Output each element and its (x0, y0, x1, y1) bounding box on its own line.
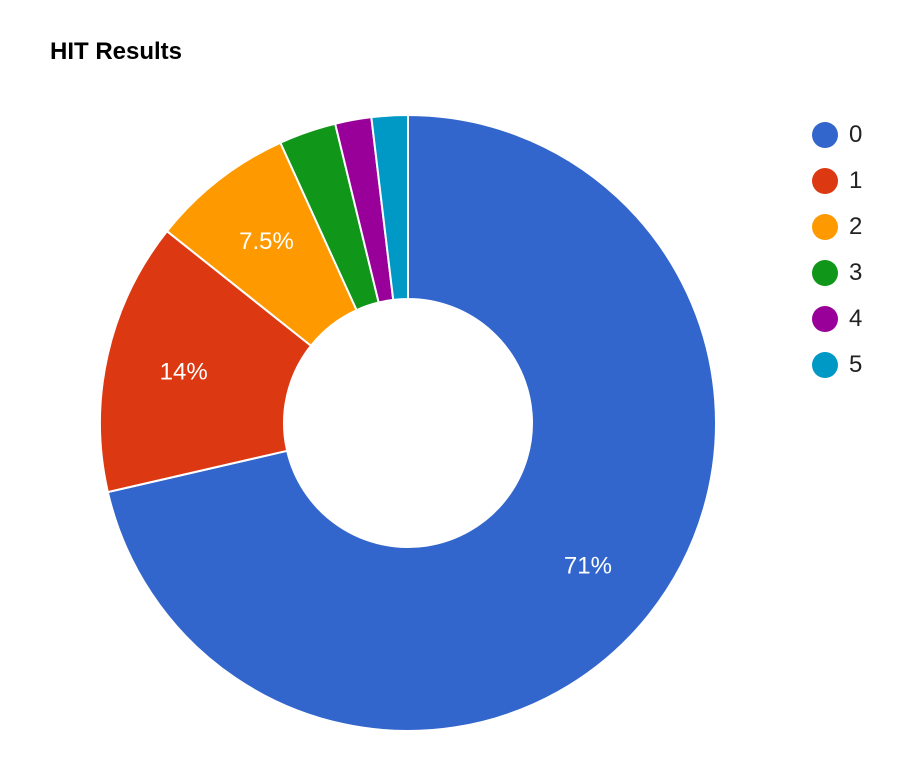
legend-swatch-3 (812, 260, 838, 286)
donut-slice-1[interactable] (99, 229, 313, 494)
slice-label-1: 14% (160, 359, 208, 386)
legend-swatch-1 (812, 168, 838, 194)
legend-swatch-2 (812, 214, 838, 240)
legend-swatch-0 (812, 122, 838, 148)
legend-item-3[interactable]: 3 (812, 250, 902, 296)
donut-slice-5[interactable] (370, 113, 409, 301)
legend: 0 1 2 3 4 5 (812, 112, 902, 388)
slice-label-2: 7.5% (239, 228, 294, 255)
legend-label-3: 3 (849, 259, 863, 286)
legend-item-2[interactable]: 2 (812, 204, 902, 250)
chart-title: HIT Results (50, 38, 183, 65)
legend-item-5[interactable]: 5 (812, 342, 902, 388)
slice-label-0: 71% (564, 553, 612, 580)
legend-item-1[interactable]: 1 (812, 158, 902, 204)
legend-label-2: 2 (849, 213, 863, 240)
legend-label-4: 4 (849, 305, 863, 332)
legend-label-5: 5 (849, 351, 863, 378)
legend-swatch-4 (812, 306, 838, 332)
legend-label-1: 1 (849, 167, 863, 194)
legend-item-0[interactable]: 0 (812, 112, 902, 158)
legend-label-0: 0 (849, 121, 863, 148)
donut-slice-0[interactable] (106, 113, 717, 732)
legend-swatch-5 (812, 352, 838, 378)
legend-item-4[interactable]: 4 (812, 296, 902, 342)
